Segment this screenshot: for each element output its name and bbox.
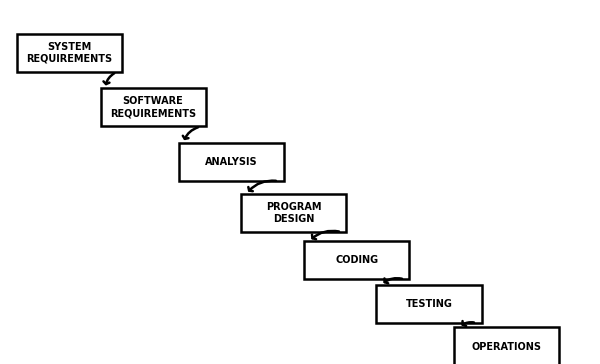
Text: CODING: CODING <box>335 255 379 265</box>
FancyBboxPatch shape <box>304 241 409 280</box>
FancyBboxPatch shape <box>455 328 559 364</box>
FancyBboxPatch shape <box>17 34 122 72</box>
FancyBboxPatch shape <box>377 285 482 323</box>
FancyBboxPatch shape <box>179 143 284 181</box>
Text: OPERATIONS: OPERATIONS <box>472 341 542 352</box>
FancyBboxPatch shape <box>241 194 346 232</box>
Text: SOFTWARE
REQUIREMENTS: SOFTWARE REQUIREMENTS <box>110 96 196 119</box>
Text: SYSTEM
REQUIREMENTS: SYSTEM REQUIREMENTS <box>26 41 112 64</box>
Text: PROGRAM
DESIGN: PROGRAM DESIGN <box>266 202 322 224</box>
FancyBboxPatch shape <box>101 88 206 126</box>
Text: ANALYSIS: ANALYSIS <box>205 157 257 167</box>
Text: TESTING: TESTING <box>406 299 452 309</box>
